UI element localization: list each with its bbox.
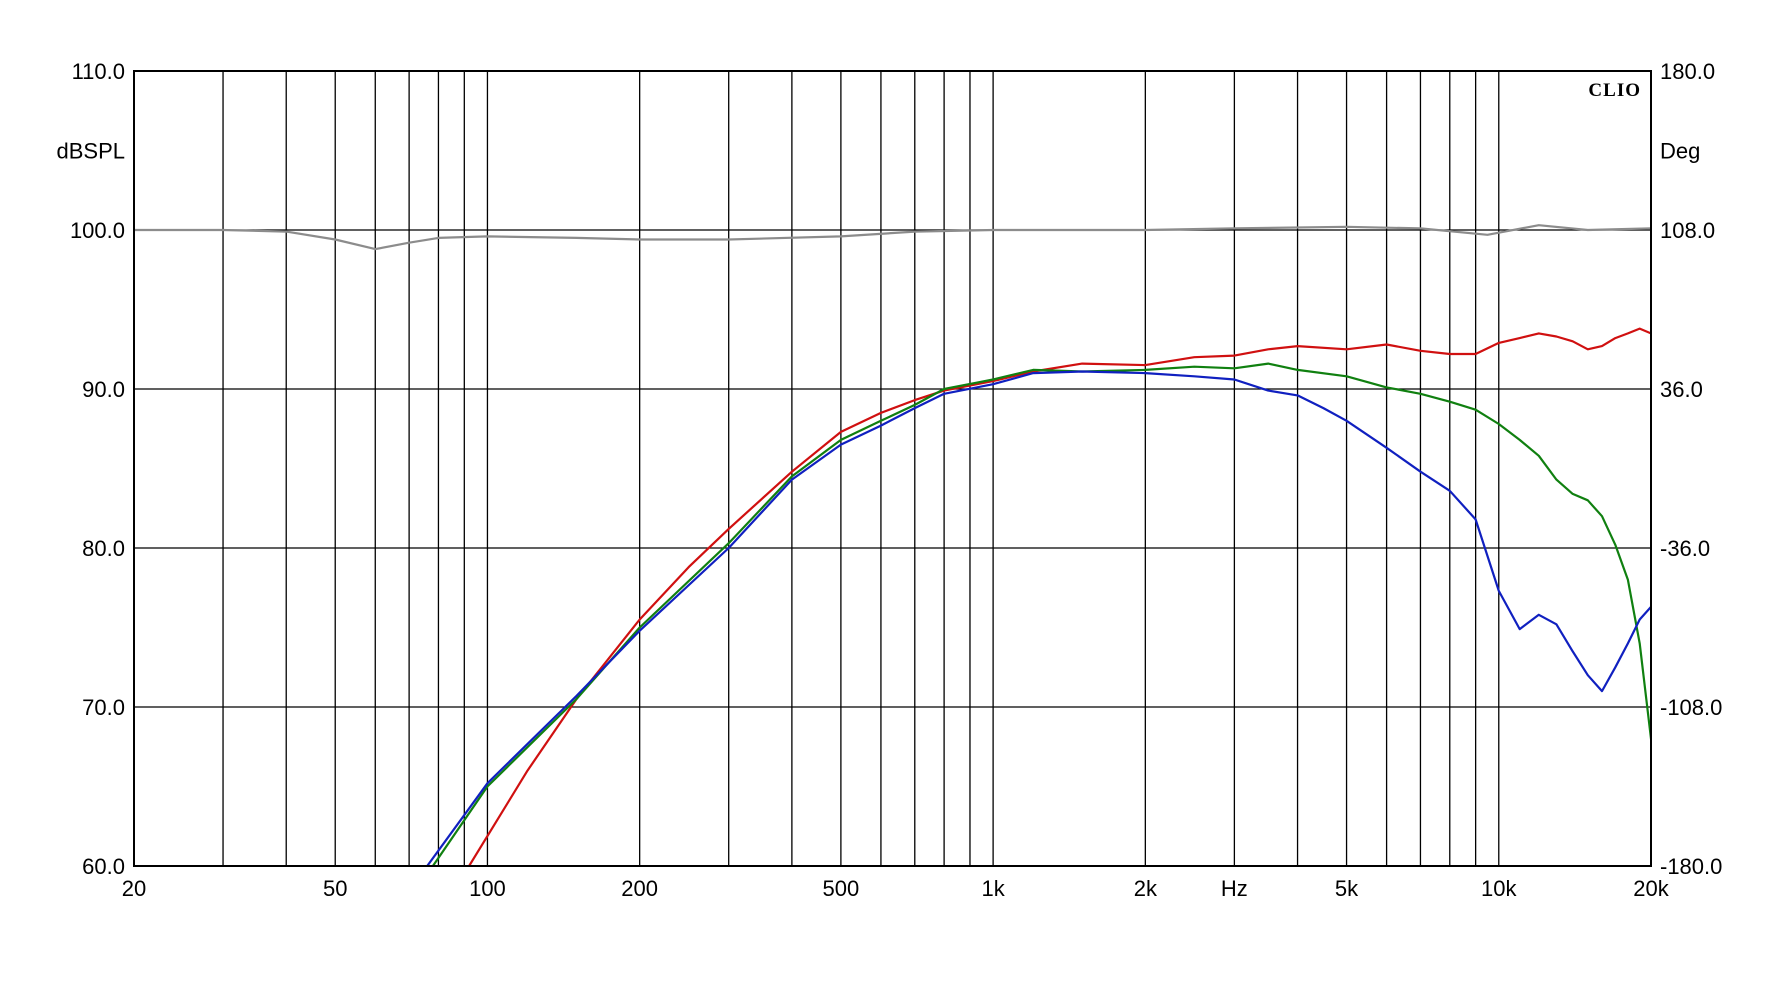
plot-frame bbox=[133, 70, 1652, 867]
x-tick-label: 50 bbox=[323, 876, 347, 901]
y2-axis-unit-label: Deg bbox=[1660, 139, 1700, 164]
y-tick-label: 90.0 bbox=[82, 377, 125, 402]
x-tick-label: 2k bbox=[1134, 876, 1158, 901]
x-tick-label: 200 bbox=[621, 876, 658, 901]
response-curves bbox=[134, 224, 1651, 866]
y2-tick-labels: 180.0 108.0 36.0 -36.0 -108.0 -180.0 bbox=[1660, 59, 1722, 879]
y-tick-label: 110.0 bbox=[72, 59, 125, 84]
y-axis-unit-label: dBSPL bbox=[57, 139, 126, 164]
y-tick-label: 60.0 bbox=[82, 854, 125, 879]
phase-curve-grey bbox=[134, 224, 1651, 251]
y2-tick-label: 36.0 bbox=[1660, 377, 1703, 402]
y2-tick-label: 180.0 bbox=[1660, 59, 1715, 84]
y2-tick-label: -36.0 bbox=[1660, 536, 1710, 561]
y-tick-label: 100.0 bbox=[70, 218, 125, 243]
x-tick-label: 500 bbox=[823, 876, 860, 901]
clio-logo: CLIO bbox=[1588, 80, 1641, 101]
y-tick-label: 80.0 bbox=[82, 536, 125, 561]
horizontal-gridlines bbox=[134, 229, 1651, 708]
y2-tick-label: -180.0 bbox=[1660, 854, 1722, 879]
y2-tick-label: -108.0 bbox=[1660, 695, 1722, 720]
x-tick-labels: 20 50 100 200 500 1k 2k 5k 10k 20k bbox=[122, 876, 1670, 901]
x-tick-label: 5k bbox=[1335, 876, 1359, 901]
vertical-gridlines bbox=[222, 71, 1500, 866]
response-curve-green bbox=[431, 362, 1651, 866]
x-tick-label: 20 bbox=[122, 876, 146, 901]
y2-tick-label: 108.0 bbox=[1660, 218, 1715, 243]
x-tick-label: 100 bbox=[469, 876, 506, 901]
x-tick-label: 1k bbox=[981, 876, 1005, 901]
response-curve-blue bbox=[426, 370, 1651, 866]
x-tick-label: 10k bbox=[1481, 876, 1517, 901]
y-tick-labels: 110.0 100.0 90.0 80.0 70.0 60.0 bbox=[70, 59, 125, 879]
response-curve-red bbox=[468, 327, 1651, 866]
y-tick-label: 70.0 bbox=[82, 695, 125, 720]
x-axis-unit-label: Hz bbox=[1221, 876, 1248, 901]
x-tick-label: 20k bbox=[1633, 876, 1669, 901]
